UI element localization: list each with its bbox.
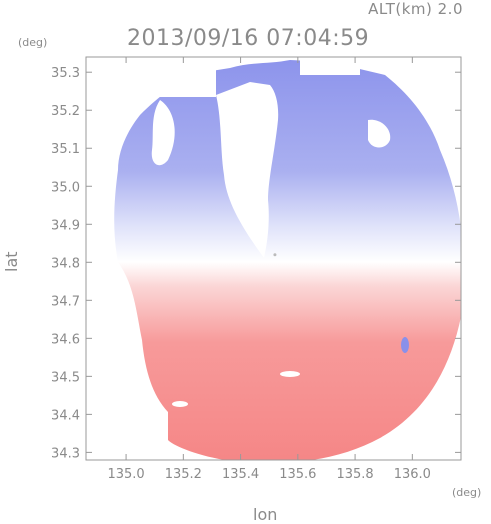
echo-north-region xyxy=(114,60,461,262)
chart-title: 2013/09/16 07:04:59 xyxy=(127,26,370,51)
echo-blob xyxy=(280,371,300,377)
y-tick-label: 35.2 xyxy=(51,104,80,119)
y-tick-label: 34.3 xyxy=(51,446,80,461)
y-tick-label: 34.9 xyxy=(51,218,80,233)
x-axis-label: lon xyxy=(253,505,278,524)
x-tick-label: 135.8 xyxy=(336,467,373,482)
plot-frame xyxy=(85,56,462,461)
echo-gap-north-right xyxy=(368,119,391,148)
echo-gap-north xyxy=(216,82,279,258)
echo-gap-north-left xyxy=(151,100,175,166)
y-tick-label: 34.6 xyxy=(51,332,80,347)
echo-blob xyxy=(172,401,188,407)
x-tick-label: 135.6 xyxy=(279,467,316,482)
y-tick-label: 35.3 xyxy=(51,66,80,81)
echo-south-region xyxy=(118,262,461,460)
echo-field xyxy=(86,57,461,460)
x-tick-label: 135.2 xyxy=(165,467,202,482)
y-tick-label: 34.5 xyxy=(51,370,80,385)
y-tick-label: 34.7 xyxy=(51,294,80,309)
x-tick-label: 135.4 xyxy=(222,467,259,482)
y-axis-unit: (deg) xyxy=(18,36,48,49)
y-tick-label: 34.4 xyxy=(51,408,80,423)
echo-blob xyxy=(401,337,409,353)
y-tick-label: 35.0 xyxy=(51,180,80,195)
echo-gap-north-top-right xyxy=(300,57,360,75)
echo-gap-north-top xyxy=(86,57,216,97)
x-axis: 135.0 135.2 135.4 135.6 135.8 136.0 xyxy=(107,57,431,482)
x-axis-unit: (deg) xyxy=(452,486,482,499)
y-axis: 34.3 34.4 34.5 34.6 34.7 34.8 34.9 35.0 35.1 35.2… xyxy=(51,66,461,461)
altitude-label: ALT(km) 2.0 xyxy=(368,0,463,18)
x-tick-label: 135.0 xyxy=(107,467,144,482)
y-tick-label: 35.1 xyxy=(51,142,80,157)
y-tick-label: 34.8 xyxy=(51,256,80,271)
x-tick-label: 136.0 xyxy=(394,467,431,482)
radar-center-point xyxy=(273,253,277,257)
